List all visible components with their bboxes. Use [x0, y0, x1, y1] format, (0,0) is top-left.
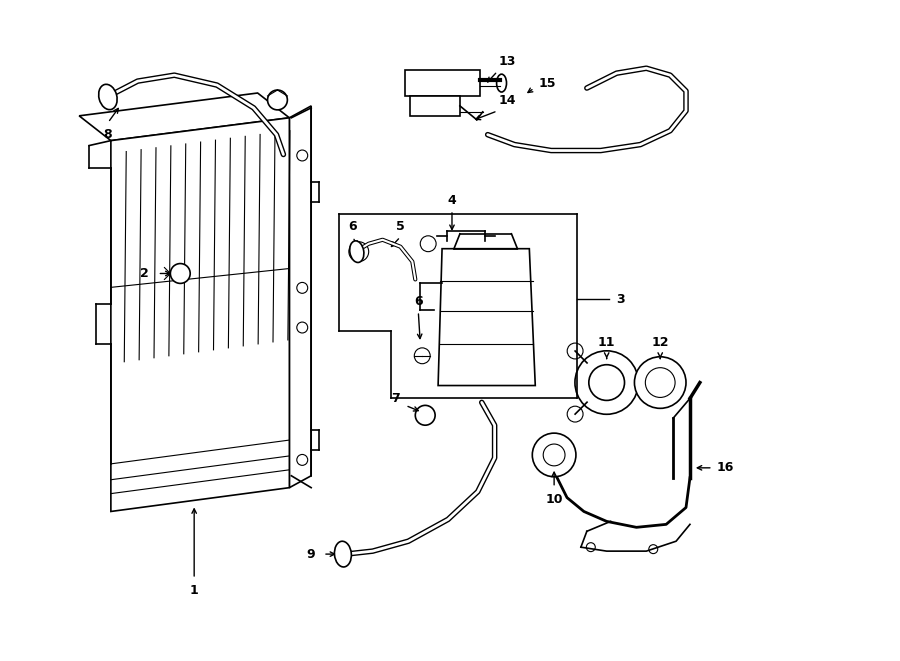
Circle shape [170, 264, 190, 284]
Polygon shape [405, 70, 480, 96]
Text: 6: 6 [348, 220, 357, 233]
Circle shape [567, 406, 583, 422]
Ellipse shape [335, 541, 351, 567]
Polygon shape [79, 93, 290, 141]
Circle shape [634, 357, 686, 408]
Polygon shape [410, 96, 460, 116]
Text: 1: 1 [190, 584, 199, 598]
Polygon shape [111, 118, 290, 512]
Circle shape [567, 343, 583, 359]
Polygon shape [438, 249, 536, 385]
Circle shape [575, 351, 638, 414]
Text: 15: 15 [538, 77, 556, 90]
Ellipse shape [497, 74, 507, 92]
Text: 11: 11 [598, 336, 616, 350]
Text: 6: 6 [414, 295, 423, 308]
Text: 14: 14 [499, 95, 517, 108]
Polygon shape [290, 106, 311, 488]
Circle shape [415, 405, 435, 425]
Text: 7: 7 [392, 392, 400, 405]
Text: 2: 2 [140, 267, 149, 280]
Text: 13: 13 [499, 55, 517, 68]
Text: 8: 8 [104, 128, 112, 141]
Text: 3: 3 [616, 293, 625, 306]
Circle shape [267, 90, 287, 110]
Ellipse shape [99, 85, 117, 110]
Text: 4: 4 [447, 194, 456, 207]
Text: 12: 12 [652, 336, 669, 350]
Text: 9: 9 [307, 547, 316, 561]
Ellipse shape [350, 241, 364, 262]
Text: 16: 16 [717, 461, 734, 475]
Text: 10: 10 [545, 493, 562, 506]
Circle shape [532, 433, 576, 477]
Text: 5: 5 [396, 220, 405, 233]
